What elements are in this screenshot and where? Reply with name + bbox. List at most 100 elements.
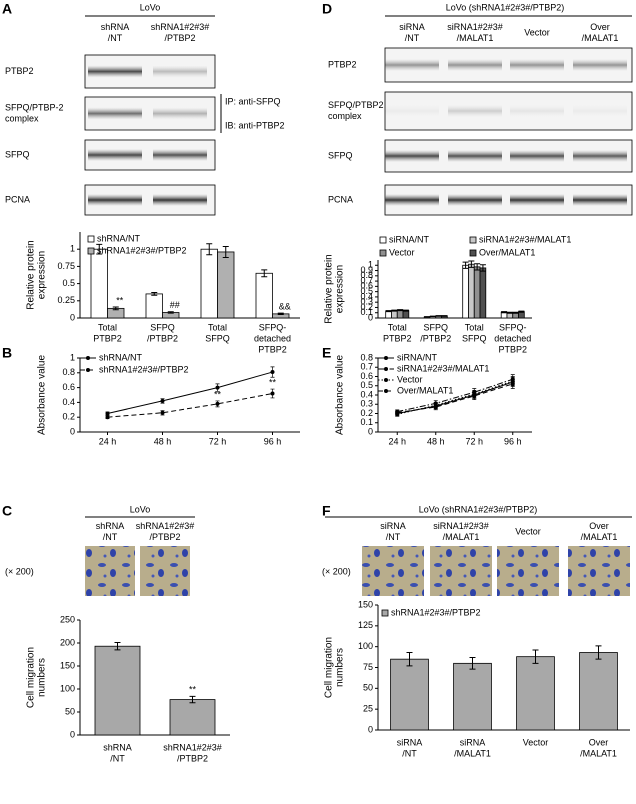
- lane-label: shRNA1#2#3#: [136, 521, 195, 531]
- x-tick-label: Over: [589, 737, 609, 747]
- error-bar: [406, 652, 413, 667]
- lane-label: /NT: [103, 532, 118, 542]
- x-tick-label: PTBP2: [498, 344, 527, 354]
- ib-note: IB: anti-PTBP2: [225, 120, 285, 130]
- error-bar: [512, 311, 519, 314]
- lane-label: siRNA: [399, 22, 425, 32]
- y-tick-label: 0.1: [360, 417, 373, 427]
- error-bar: [189, 695, 196, 704]
- legend-label: siRNA/NT: [389, 234, 430, 244]
- x-tick-label: /PTBP2: [420, 333, 451, 343]
- x-tick-label: 72 h: [465, 436, 483, 446]
- legend-label: siRNA1#2#3#/MALAT1: [397, 363, 489, 373]
- bar: [391, 310, 398, 319]
- micrograph: [568, 546, 630, 596]
- legend-label: shRNA/NT: [97, 233, 141, 243]
- panel-label: A: [2, 1, 12, 17]
- x-tick-label: Total: [208, 322, 227, 332]
- panel-label: D: [322, 1, 332, 17]
- blot-band: [88, 194, 142, 206]
- y-tick-label: 0.8: [360, 352, 373, 362]
- x-tick-label: siRNA: [397, 737, 423, 747]
- ip-note: IP: anti-SFPQ: [225, 96, 281, 106]
- lane-label: siRNA: [380, 521, 406, 531]
- x-tick-label: SFPQ: [205, 333, 230, 343]
- x-tick-label: /NT: [402, 748, 417, 758]
- blot-band: [448, 194, 502, 206]
- y-tick-label: 0: [368, 312, 373, 322]
- y-tick-label: 0.4: [62, 397, 75, 407]
- x-tick-label: 96 h: [504, 436, 522, 446]
- bar: [579, 652, 618, 731]
- x-tick-label: Total: [98, 322, 117, 332]
- blot-band: [385, 150, 439, 162]
- blot-band: [88, 65, 142, 78]
- legend-swatch: [379, 249, 387, 257]
- panel-label: C: [2, 503, 12, 519]
- y-axis-label: Cell migration: [26, 647, 37, 708]
- bar: [90, 248, 108, 319]
- y-axis-label: numbers: [37, 658, 48, 697]
- y-tick-label: 0.3: [360, 399, 373, 409]
- band-label: PCNA: [328, 194, 353, 204]
- error-bar: [424, 316, 431, 318]
- x-tick-label: PTBP2: [93, 333, 122, 343]
- legend-swatch: [469, 236, 477, 244]
- blot-band: [448, 59, 502, 71]
- magnification: (× 200): [5, 566, 34, 576]
- x-tick-label: /PTBP2: [147, 333, 178, 343]
- error-bar: [206, 243, 213, 256]
- panel-label: F: [322, 503, 331, 519]
- legend-marker: [86, 356, 90, 360]
- error-bar: [595, 645, 602, 660]
- line: [397, 378, 513, 413]
- y-axis-label: expression: [335, 265, 346, 313]
- bar: [217, 251, 235, 319]
- y-tick-label: 0.2: [360, 408, 373, 418]
- bar: [94, 645, 141, 736]
- y-tick-label: 0.5: [62, 278, 75, 288]
- x-tick-label: 96 h: [264, 436, 282, 446]
- legend-marker: [384, 356, 388, 360]
- legend-label: Over/MALAT1: [397, 385, 453, 395]
- blot-band: [385, 105, 439, 117]
- band-label: PTBP2: [328, 59, 357, 69]
- lane-label: Vector: [515, 526, 541, 536]
- y-tick-label: 0.25: [57, 295, 75, 305]
- y-tick-label: 0.3: [360, 297, 373, 307]
- legend-label: Over/MALAT1: [479, 247, 535, 257]
- bar: [462, 264, 469, 319]
- legend-swatch: [469, 249, 477, 257]
- point: [160, 398, 165, 403]
- y-tick-label: 0.6: [360, 281, 373, 291]
- significance: &&: [279, 302, 291, 312]
- lane-label: shRNA: [96, 521, 125, 531]
- significance: **: [189, 685, 197, 695]
- y-tick-label: 0.7: [360, 362, 373, 372]
- error-bar: [429, 315, 436, 318]
- significance: **: [269, 377, 277, 387]
- error-bar: [462, 261, 469, 269]
- y-tick-label: 0.4: [360, 389, 373, 399]
- y-axis-label: numbers: [335, 648, 346, 687]
- legend-marker: [384, 367, 388, 371]
- x-tick-label: PTBP2: [383, 333, 412, 343]
- error-bar: [277, 312, 284, 316]
- x-tick-label: Total: [465, 322, 484, 332]
- band-label: PCNA: [5, 194, 30, 204]
- y-tick-label: 100: [358, 641, 373, 651]
- y-tick-label: 0: [70, 312, 75, 322]
- point: [395, 410, 400, 415]
- y-tick-label: 0.9: [360, 265, 373, 275]
- panel-label: B: [2, 345, 12, 361]
- micrograph: [430, 546, 492, 596]
- x-tick-label: 24 h: [99, 436, 117, 446]
- point: [105, 415, 110, 420]
- x-tick-label: /MALAT1: [580, 748, 617, 758]
- y-tick-label: 0.2: [360, 302, 373, 312]
- lane-label: /MALAT1: [443, 532, 480, 542]
- lane-label: shRNA: [101, 22, 130, 32]
- legend-marker: [384, 389, 388, 393]
- y-tick-label: 75: [363, 662, 373, 672]
